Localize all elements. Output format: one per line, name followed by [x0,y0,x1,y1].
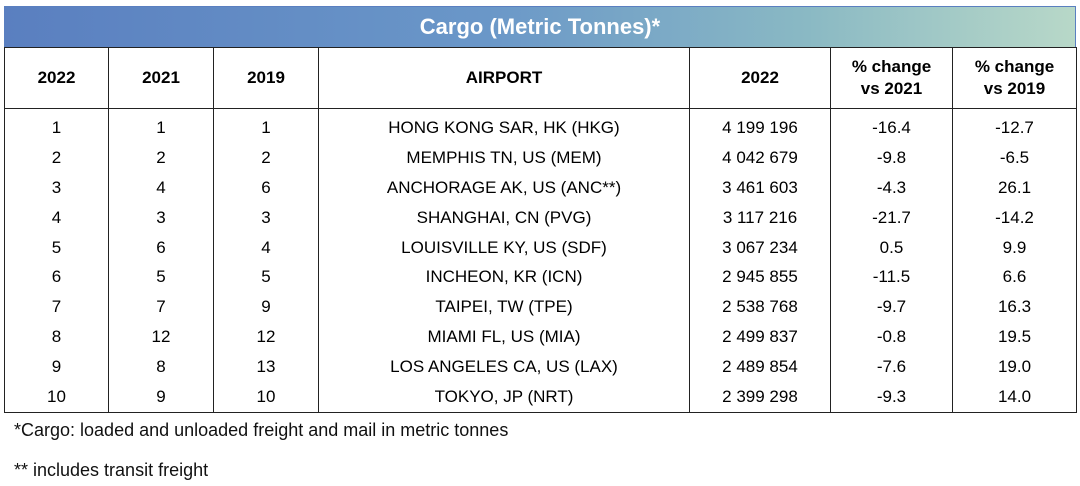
rank-2022-cell: 9 [4,352,109,383]
airport-cell: INCHEON, KR (ICN) [318,262,690,293]
rank-2021-cell: 2 [108,142,214,173]
rank-2022-cell: 3 [4,172,109,203]
table-title: Cargo (Metric Tonnes)* [4,6,1076,47]
airport-cell: MEMPHIS TN, US (MEM) [318,142,690,173]
rank-2022-cell: 8 [4,322,109,353]
rank-2022-cell: 4 [4,202,109,233]
cargo-2022-cell: 2 499 837 [689,322,831,353]
header-row: 2022 2021 2019 AIRPORT 2022% change vs 2021% … [4,47,1077,109]
cargo-2022-cell: 2 945 855 [689,262,831,293]
table-row: 1 1 1 HONG KONG SAR, HK (HKG) 4 199 196 -16.4… [4,108,1077,143]
airport-cell: TAIPEI, TW (TPE) [318,292,690,323]
rank-2019-cell: 3 [213,202,319,233]
change-vs-2021-cell: -21.7 [830,202,953,233]
airport-cell: TOKYO, JP (NRT) [318,382,690,413]
rank-2021-cell: 3 [108,202,214,233]
change-vs-2019-cell: 19.5 [952,322,1077,353]
table-row: 6 5 5 INCHEON, KR (ICN) 2 945 855 -11.5 6.6 [4,262,1077,293]
rank-2021-cell: 1 [108,108,214,143]
change-vs-2021-cell: 0.5 [830,232,953,263]
header-airport: AIRPORT [318,47,690,109]
change-vs-2021-cell: -4.3 [830,172,953,203]
change-vs-2019-cell: -6.5 [952,142,1077,173]
footnote-transit-freight: ** includes transit freight [14,460,209,480]
rank-2019-cell: 1 [213,108,319,143]
table-row: 10 9 10 TOKYO, JP (NRT) 2 399 298 -9.3 14.0 [4,382,1077,413]
footnote-cargo-definition: *Cargo: loaded and unloaded freight and … [14,420,509,440]
header-change-vs-2019: % change vs 2019 [952,47,1077,109]
rank-2021-cell: 9 [108,382,214,413]
change-vs-2021-cell: -7.6 [830,352,953,383]
airport-cell: SHANGHAI, CN (PVG) [318,202,690,233]
cargo-2022-cell: 2 489 854 [689,352,831,383]
airport-cell: HONG KONG SAR, HK (HKG) [318,108,690,143]
rank-2021-cell: 12 [108,322,214,353]
change-vs-2019-cell: 26.1 [952,172,1077,203]
rank-2019-cell: 2 [213,142,319,173]
airport-cell: LOUISVILLE KY, US (SDF) [318,232,690,263]
change-vs-2021-cell: -0.8 [830,322,953,353]
table-row: 4 3 3 SHANGHAI, CN (PVG) 3 117 216 -21.7 -14.2 [4,202,1077,233]
cargo-ranking-table: 2022 2021 2019 AIRPORT 2022% change vs 2021% … [4,47,1077,413]
change-vs-2019-cell: -14.2 [952,202,1077,233]
rank-2021-cell: 5 [108,262,214,293]
rank-2022-cell: 7 [4,292,109,323]
rank-2019-cell: 4 [213,232,319,263]
table-row: 9 8 13 LOS ANGELES CA, US (LAX) 2 489 854 -7.… [4,352,1077,383]
table-row: 2 2 2 MEMPHIS TN, US (MEM) 4 042 679 -9.8 -6.5 [4,142,1077,173]
table-row: 8 12 12 MIAMI FL, US (MIA) 2 499 837 -0.8 19.5 [4,322,1077,353]
airport-cell: MIAMI FL, US (MIA) [318,322,690,353]
table-row: 5 6 4 LOUISVILLE KY, US (SDF) 3 067 234 0.5 9.… [4,232,1077,263]
rank-2019-cell: 10 [213,382,319,413]
header-rank-2019: 2019 [213,47,319,109]
rank-2021-cell: 7 [108,292,214,323]
rank-2019-cell: 6 [213,172,319,203]
cargo-table-container: Cargo (Metric Tonnes)* 2022 2021 2019 AIRPO… [4,6,1077,413]
rank-2022-cell: 1 [4,108,109,143]
rank-2022-cell: 5 [4,232,109,263]
change-vs-2019-cell: 14.0 [952,382,1077,413]
cargo-2022-cell: 2 399 298 [689,382,831,413]
change-vs-2019-cell: 19.0 [952,352,1077,383]
change-vs-2019-cell: 16.3 [952,292,1077,323]
cargo-2022-cell: 4 199 196 [689,108,831,143]
cargo-2022-cell: 3 461 603 [689,172,831,203]
cargo-2022-cell: 3 067 234 [689,232,831,263]
cargo-2022-cell: 3 117 216 [689,202,831,233]
change-vs-2021-cell: -9.7 [830,292,953,323]
rank-2021-cell: 6 [108,232,214,263]
table-row: 3 4 6 ANCHORAGE AK, US (ANC**) 3 461 603 -4.3… [4,172,1077,203]
change-vs-2019-cell: -12.7 [952,108,1077,143]
rank-2021-cell: 4 [108,172,214,203]
airport-cell: ANCHORAGE AK, US (ANC**) [318,172,690,203]
rank-2019-cell: 12 [213,322,319,353]
rank-2022-cell: 6 [4,262,109,293]
header-change-vs-2021: % change vs 2021 [830,47,953,109]
rank-2019-cell: 13 [213,352,319,383]
rank-2021-cell: 8 [108,352,214,383]
header-rank-2021: 2021 [108,47,214,109]
table-row: 7 7 9 TAIPEI, TW (TPE) 2 538 768 -9.7 16.3 [4,292,1077,323]
change-vs-2021-cell: -16.4 [830,108,953,143]
airport-cell: LOS ANGELES CA, US (LAX) [318,352,690,383]
rank-2022-cell: 2 [4,142,109,173]
change-vs-2021-cell: -9.3 [830,382,953,413]
rank-2019-cell: 5 [213,262,319,293]
header-rank-2022: 2022 [4,47,109,109]
header-cargo-2022: 2022 [689,47,831,109]
change-vs-2019-cell: 6.6 [952,262,1077,293]
cargo-2022-cell: 4 042 679 [689,142,831,173]
change-vs-2021-cell: -9.8 [830,142,953,173]
rank-2022-cell: 10 [4,382,109,413]
cargo-2022-cell: 2 538 768 [689,292,831,323]
change-vs-2019-cell: 9.9 [952,232,1077,263]
change-vs-2021-cell: -11.5 [830,262,953,293]
rank-2019-cell: 9 [213,292,319,323]
table-body: 1 1 1 HONG KONG SAR, HK (HKG) 4 199 196 -16.4… [4,108,1077,413]
